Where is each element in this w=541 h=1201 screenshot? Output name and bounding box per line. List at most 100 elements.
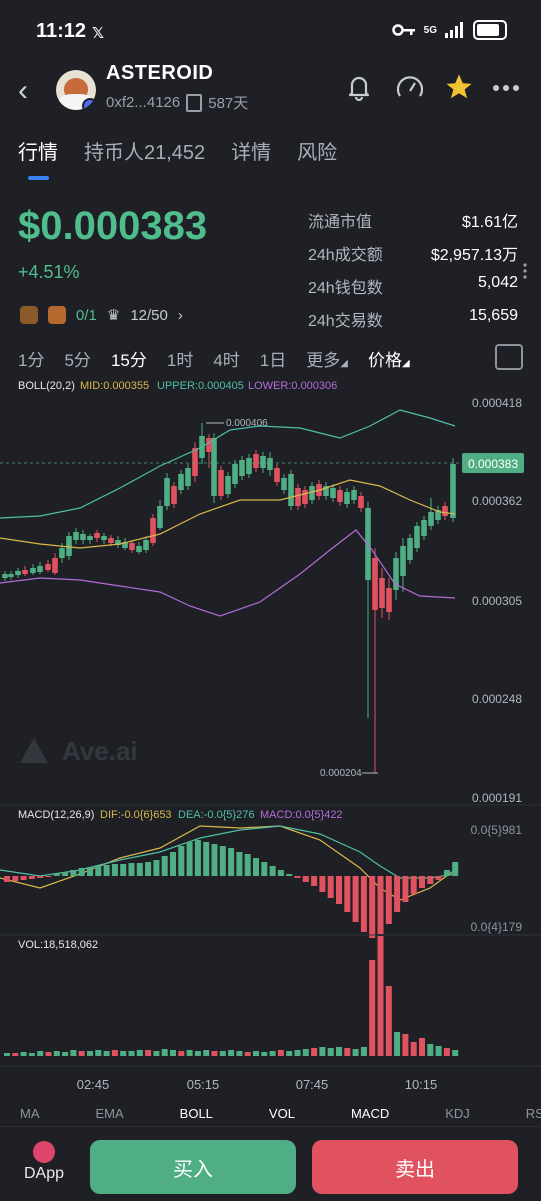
- boll-upper-legend: UPPER:0.000405: [157, 380, 244, 392]
- macd-bar: [136, 863, 143, 876]
- interval-15m[interactable]: 15分: [110, 350, 147, 370]
- x-axis-label: 07:45: [296, 1077, 329, 1092]
- macd-bar: [95, 866, 102, 876]
- macd-bar: [327, 876, 334, 898]
- indicator-tab-kdj[interactable]: KDJ: [445, 1106, 470, 1121]
- interval-5m[interactable]: 5分: [64, 350, 91, 370]
- bell-icon[interactable]: [344, 72, 374, 102]
- volume-bar: [153, 1051, 160, 1056]
- macd-bar: [12, 876, 19, 881]
- interval-selector: 1分 5分 15分 1时 4时 1日 更多◢ 价格◢: [18, 344, 523, 371]
- gauge-icon[interactable]: [394, 72, 426, 104]
- watermark-text: Ave.ai: [62, 736, 138, 766]
- current-price: $0.000383: [18, 204, 208, 248]
- indicator-settings-icon[interactable]: [495, 344, 523, 370]
- indicator-tab-boll[interactable]: BOLL: [179, 1106, 213, 1121]
- stat-row: 流通市值 $1.61亿: [308, 208, 518, 241]
- boll-mid-band: [0, 479, 456, 549]
- boll-legend: BOLL(20,2): [18, 380, 75, 392]
- interval-1d[interactable]: 1日: [259, 350, 287, 370]
- macd-legend: MACD(12,26,9): [18, 809, 94, 821]
- volume-bar: [452, 1050, 459, 1056]
- interval-4h[interactable]: 4时: [213, 350, 240, 370]
- volume-bar: [286, 1051, 293, 1056]
- volume-bar: [120, 1051, 127, 1056]
- copy-icon[interactable]: [186, 93, 203, 112]
- macd-bar: [78, 868, 85, 876]
- tab-market[interactable]: 行情: [18, 142, 58, 164]
- star-icon[interactable]: [444, 72, 474, 102]
- macd-bar: [62, 872, 69, 876]
- low-price-label: 0.000204: [320, 768, 362, 779]
- interval-1h[interactable]: 1时: [166, 350, 194, 370]
- interval-more-label: 更多: [306, 350, 341, 370]
- ratio-badge-2[interactable]: 12/50: [130, 306, 168, 324]
- main-tabs: 行情 持币人21,452 详情 风险: [18, 136, 337, 180]
- macd-bar: [153, 860, 160, 876]
- indicator-tab-ema[interactable]: EMA: [95, 1106, 124, 1121]
- volume-bar: [53, 1051, 60, 1056]
- macd-bar: [261, 862, 268, 876]
- volume-bar: [385, 986, 392, 1056]
- interval-1m[interactable]: 1分: [18, 350, 45, 370]
- sell-button[interactable]: 卖出: [312, 1140, 518, 1194]
- volume-bar: [443, 1048, 450, 1056]
- volume-bar: [20, 1052, 27, 1056]
- macd-bar: [427, 876, 434, 884]
- price-mode-label: 价格: [367, 350, 402, 370]
- indicator-tab-vol[interactable]: VOL: [268, 1106, 295, 1121]
- market-stats: 流通市值 $1.61亿 24h成交额 $2,957.13万 24h钱包数 5,042 …: [308, 208, 518, 340]
- buy-button[interactable]: 买入: [90, 1140, 296, 1194]
- volume-bar: [410, 1042, 417, 1056]
- macd-dea-line: [0, 825, 456, 879]
- status-time: 11:12: [36, 20, 87, 42]
- volume-bar: [62, 1052, 69, 1056]
- volume-bar: [236, 1051, 243, 1056]
- more-icon[interactable]: [492, 84, 520, 92]
- indicator-tab-rsi[interactable]: RSI: [525, 1106, 541, 1121]
- vol-legend: VOL:18,518,062: [18, 939, 98, 951]
- macd-dif-legend: DIF:-0.0{6}653: [100, 809, 172, 821]
- volume-bar: [277, 1050, 284, 1056]
- high-price-label: 0.000406: [226, 418, 268, 429]
- macd-bar: [294, 876, 301, 878]
- back-button[interactable]: ‹: [18, 74, 28, 107]
- volume-bar: [394, 1032, 401, 1056]
- price-mode-select[interactable]: 价格◢: [368, 346, 410, 371]
- macd-bar: [120, 864, 127, 876]
- tab-details[interactable]: 详情: [231, 142, 272, 164]
- macd-bar: [253, 858, 259, 876]
- macd-bar: [145, 862, 152, 876]
- volume-bar: [178, 1051, 185, 1056]
- boll-lower-legend: LOWER:0.000306: [248, 380, 337, 392]
- macd-bar: [194, 840, 201, 876]
- dapp-button[interactable]: DApp: [24, 1141, 64, 1183]
- indicator-tab-macd[interactable]: MACD: [350, 1106, 390, 1121]
- macd-bar: [28, 876, 35, 879]
- volume-bar: [145, 1050, 152, 1056]
- volume-bar: [12, 1053, 19, 1056]
- macd-bar: [37, 876, 44, 878]
- coins-icon: [20, 306, 38, 324]
- macd-bar: [111, 864, 118, 876]
- macd-bar: [435, 876, 442, 880]
- stat-row: 24h成交额 $2,957.13万: [308, 241, 518, 274]
- macd-bar: [402, 876, 409, 902]
- macd-bar: [360, 876, 367, 932]
- volume-bar: [128, 1051, 135, 1056]
- tab-risk[interactable]: 风险: [297, 142, 338, 164]
- vertical-more-icon[interactable]: [522, 262, 528, 280]
- crown-icon: ♛: [106, 307, 121, 324]
- tab-holders[interactable]: 持币人21,452: [84, 142, 206, 164]
- volume-bar: [219, 1051, 226, 1056]
- candlestick-chart[interactable]: BOLL(20,2) MID:0.000355 UPPER:0.000405 L…: [0, 378, 541, 1110]
- dropdown-icon: ◢: [340, 357, 348, 369]
- macd-bar: [277, 870, 284, 876]
- macd-bar: [178, 846, 185, 876]
- y-axis-label: 0.000248: [472, 692, 522, 706]
- interval-more[interactable]: 更多◢: [306, 346, 348, 371]
- macd-bar: [336, 876, 342, 904]
- token-address-row: 0xf2...4126 587天: [106, 92, 248, 113]
- price-change: +4.51%: [18, 262, 80, 282]
- indicator-tab-ma[interactable]: MA: [20, 1106, 40, 1121]
